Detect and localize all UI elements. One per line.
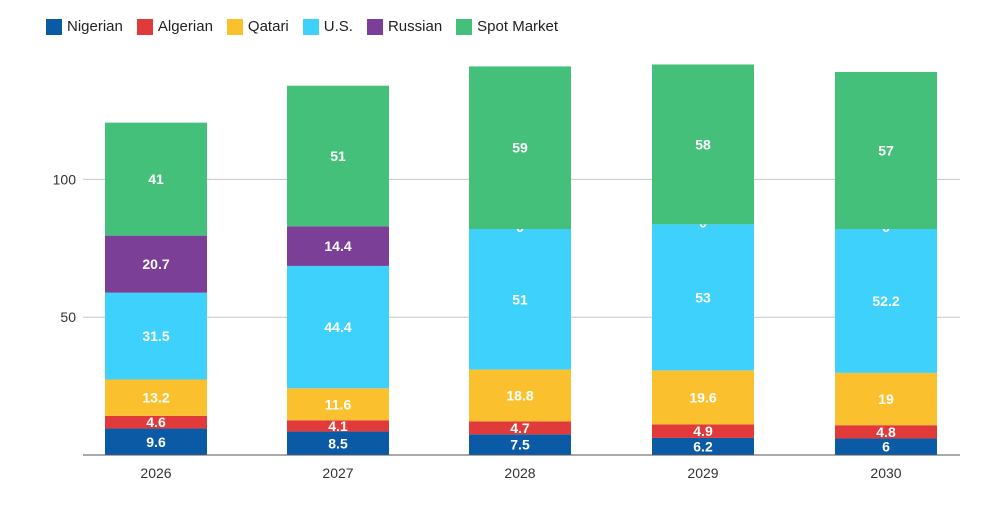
bar-segment <box>105 428 207 455</box>
data-label: 31.5 <box>142 328 169 344</box>
bar-segment <box>835 438 937 455</box>
bar-segment <box>835 425 937 439</box>
legend-swatch <box>226 18 243 35</box>
data-label: 20.7 <box>142 256 169 272</box>
data-label: 51 <box>330 148 346 164</box>
bar-segment <box>287 265 389 389</box>
legend-label: U.S. <box>323 18 353 35</box>
data-label: 11.6 <box>325 396 352 412</box>
data-label: 14.4 <box>324 238 351 254</box>
legend-item: Russian <box>366 18 443 35</box>
data-label: 19.6 <box>689 389 716 405</box>
data-label: 6 <box>882 439 890 455</box>
bar-segment <box>835 372 937 426</box>
x-tick-label: 2026 <box>140 465 171 481</box>
legend-item: U.S. <box>302 18 353 35</box>
bar-segment <box>105 122 207 236</box>
bar-segment <box>287 388 389 421</box>
bar-segment <box>287 226 389 266</box>
bar-segment <box>835 229 937 373</box>
legend-swatch <box>456 18 473 35</box>
data-label: 41 <box>148 171 164 187</box>
bar-segment <box>652 370 754 425</box>
data-label: 9.6 <box>146 434 166 450</box>
legend-swatch <box>46 18 62 35</box>
y-tick-label: 100 <box>53 171 77 187</box>
legend-item: Algerian <box>136 18 213 35</box>
bar-segment <box>105 292 207 380</box>
y-tick-label: 50 <box>60 309 76 325</box>
legend: Nigerian Algerian Qatari U.S. Russian Spot Ma… <box>46 18 572 35</box>
legend-item: Spot Market <box>456 18 558 35</box>
data-label: 4.9 <box>693 423 713 439</box>
data-label: 4.8 <box>876 424 896 440</box>
legend-label: Nigerian <box>67 18 123 35</box>
bar-segment <box>835 71 937 230</box>
bar-segment <box>287 85 389 227</box>
data-label: 4.1 <box>328 418 348 434</box>
data-label: 59 <box>512 140 528 156</box>
legend-swatch <box>136 18 153 35</box>
bar-segment <box>652 224 754 371</box>
legend-swatch <box>366 18 383 35</box>
bar-segment <box>652 437 754 455</box>
data-label: 58 <box>695 136 711 152</box>
x-tick-label: 2029 <box>687 465 718 481</box>
legend-swatch <box>302 18 319 35</box>
data-label: 4.7 <box>510 420 530 436</box>
data-label: 51 <box>512 291 528 307</box>
bar-segment <box>469 229 571 370</box>
data-label: 57 <box>878 142 894 158</box>
legend-label: Russian <box>387 18 443 35</box>
data-label: 4.6 <box>146 414 166 430</box>
bar-segment <box>469 421 571 435</box>
data-label: 53 <box>695 289 711 305</box>
bar-segment <box>469 66 571 230</box>
x-tick-label: 2030 <box>870 465 901 481</box>
x-tick-label: 2027 <box>322 465 353 481</box>
bar-segment <box>105 415 207 429</box>
data-label: 18.8 <box>506 387 533 403</box>
data-label: 13.2 <box>142 390 169 406</box>
bar-segment <box>105 235 207 293</box>
data-label: 6.2 <box>693 438 713 454</box>
bar-segment <box>652 64 754 225</box>
data-label: 44.4 <box>324 319 351 335</box>
bar-segment <box>652 424 754 438</box>
legend-label: Algerian <box>157 18 213 35</box>
legend-item: Qatari <box>226 18 289 35</box>
bar-segment <box>469 369 571 422</box>
bar-segment <box>469 434 571 455</box>
legend-label: Spot Market <box>477 18 559 35</box>
data-label: 52.2 <box>872 293 899 309</box>
bar-segment <box>287 431 389 455</box>
legend-item: Nigerian <box>46 18 123 35</box>
legend-label: Qatari <box>247 18 289 35</box>
data-label: 19 <box>878 391 894 407</box>
data-label: 8.5 <box>328 435 348 451</box>
bar-segment <box>287 420 389 432</box>
x-tick-label: 2028 <box>504 465 535 481</box>
bar-segment <box>105 379 207 416</box>
data-label: 7.5 <box>510 437 530 453</box>
